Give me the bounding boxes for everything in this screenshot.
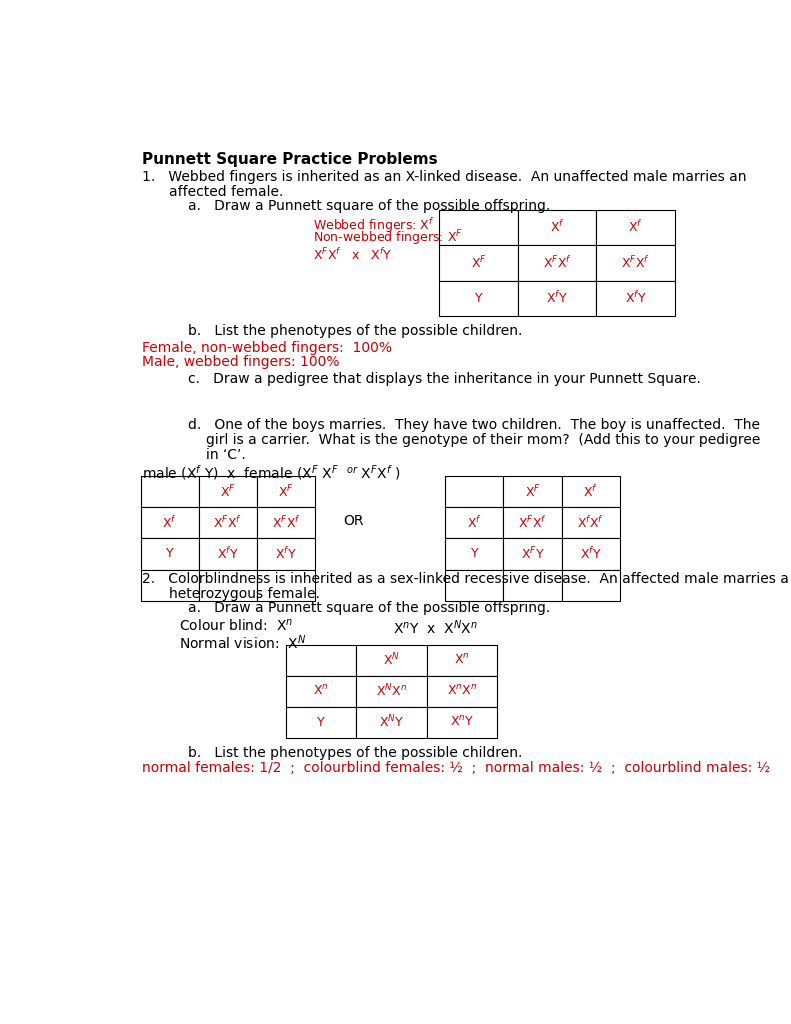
Text: X$^n$Y: X$^n$Y <box>450 716 475 729</box>
Text: X$^n$X$^n$: X$^n$X$^n$ <box>447 684 477 698</box>
Bar <box>503 476 562 507</box>
Text: X$^f$Y: X$^f$Y <box>275 546 297 562</box>
Bar <box>286 645 357 676</box>
Bar <box>257 507 316 539</box>
Bar <box>503 569 562 601</box>
Text: X$^N$: X$^N$ <box>383 652 400 669</box>
Bar <box>562 539 620 569</box>
Text: Y: Y <box>475 292 483 305</box>
Text: X$^f$X$^f$: X$^f$X$^f$ <box>577 515 604 530</box>
Text: X$^f$Y: X$^f$Y <box>547 291 568 306</box>
Text: X$^F$: X$^F$ <box>278 483 294 500</box>
Bar <box>257 476 316 507</box>
Text: normal females: 1/2  ;  colourblind females: ½  ;  normal males: ½  ;  colourbli: normal females: 1/2 ; colourblind female… <box>142 761 770 775</box>
Bar <box>518 245 596 281</box>
Text: X$^F$X$^f$: X$^F$X$^f$ <box>518 515 547 530</box>
Text: affected female.: affected female. <box>169 185 284 200</box>
Bar <box>562 569 620 601</box>
Bar <box>518 281 596 316</box>
Bar <box>562 507 620 539</box>
Text: X$^f$Y: X$^f$Y <box>580 546 602 562</box>
Text: Punnett Square Practice Problems: Punnett Square Practice Problems <box>142 152 437 167</box>
Bar <box>257 569 316 601</box>
Text: X$^n$: X$^n$ <box>454 653 470 668</box>
Text: d.   One of the boys marries.  They have two children.  The boy is unaffected.  : d. One of the boys marries. They have tw… <box>187 418 760 432</box>
Bar <box>503 539 562 569</box>
Text: X$^f$Y: X$^f$Y <box>625 291 647 306</box>
Bar <box>427 707 498 738</box>
Text: X$^F$: X$^F$ <box>471 255 486 271</box>
Bar <box>427 676 498 707</box>
Bar <box>286 676 357 707</box>
Text: X$^f$: X$^f$ <box>628 219 643 236</box>
Bar <box>503 507 562 539</box>
Text: X$^f$: X$^f$ <box>467 515 482 530</box>
Text: X$^f$: X$^f$ <box>162 515 177 530</box>
Bar <box>257 539 316 569</box>
Bar <box>356 645 427 676</box>
Text: X$^n$Y  x  X$^N$X$^n$: X$^n$Y x X$^N$X$^n$ <box>393 618 478 637</box>
Text: X$^n$: X$^n$ <box>313 684 329 698</box>
Text: X$^F$X$^f$: X$^F$X$^f$ <box>543 255 572 270</box>
Bar <box>141 539 199 569</box>
Bar <box>596 245 676 281</box>
Text: X$^N$Y: X$^N$Y <box>379 714 404 731</box>
Text: Y: Y <box>166 548 173 560</box>
Text: c.   Draw a pedigree that displays the inheritance in your Punnett Square.: c. Draw a pedigree that displays the inh… <box>187 372 701 386</box>
Text: X$^F$X$^f$: X$^F$X$^f$ <box>621 255 650 270</box>
Text: OR: OR <box>343 514 364 528</box>
Text: X$^f$Y: X$^f$Y <box>217 546 239 562</box>
Text: Non-webbed fingers: X$^F$: Non-webbed fingers: X$^F$ <box>313 228 464 248</box>
Text: X$^F$X$^f$: X$^F$X$^f$ <box>271 515 301 530</box>
Bar <box>141 476 199 507</box>
Text: 2.   Colorblindness is inherited as a sex-linked recessive disease.  An affected: 2. Colorblindness is inherited as a sex-… <box>142 572 789 587</box>
Bar <box>596 281 676 316</box>
Text: X$^f$: X$^f$ <box>584 483 598 500</box>
Text: 1.   Webbed fingers is inherited as an X-linked disease.  An unaffected male mar: 1. Webbed fingers is inherited as an X-l… <box>142 170 746 184</box>
Text: girl is a carrier.  What is the genotype of their mom?  (Add this to your pedigr: girl is a carrier. What is the genotype … <box>206 433 760 446</box>
Bar <box>427 645 498 676</box>
Bar <box>439 210 518 245</box>
Bar <box>356 676 427 707</box>
Text: X$^F$Y: X$^F$Y <box>520 546 544 562</box>
Bar <box>199 507 257 539</box>
Bar <box>445 539 503 569</box>
Text: X$^f$: X$^f$ <box>550 219 565 236</box>
Text: X$^F$: X$^F$ <box>524 483 540 500</box>
Text: a.   Draw a Punnett square of the possible offspring.: a. Draw a Punnett square of the possible… <box>187 601 550 615</box>
Text: heterozygous female.: heterozygous female. <box>169 588 320 601</box>
Text: Normal vision:  X$^N$: Normal vision: X$^N$ <box>179 633 306 651</box>
Bar <box>356 707 427 738</box>
Bar <box>199 476 257 507</box>
Text: Male, webbed fingers: 100%: Male, webbed fingers: 100% <box>142 355 339 370</box>
Text: male (X$^f$ Y)  x  female (X$^F$ X$^F$  $^{or}$ X$^F$X$^f$ ): male (X$^f$ Y) x female (X$^F$ X$^F$ $^{… <box>142 464 400 482</box>
Bar <box>141 569 199 601</box>
Text: X$^F$X$^f$   x   X$^f$Y: X$^F$X$^f$ x X$^f$Y <box>313 247 392 262</box>
Text: Colour blind:  X$^n$: Colour blind: X$^n$ <box>179 618 293 634</box>
Bar <box>518 210 596 245</box>
Text: a.   Draw a Punnett square of the possible offspring.: a. Draw a Punnett square of the possible… <box>187 200 550 213</box>
Bar <box>199 569 257 601</box>
Text: b.   List the phenotypes of the possible children.: b. List the phenotypes of the possible c… <box>187 324 522 338</box>
Bar <box>439 245 518 281</box>
Bar <box>439 281 518 316</box>
Text: Y: Y <box>317 716 325 729</box>
Text: in ‘C’.: in ‘C’. <box>206 447 246 462</box>
Text: Female, non-webbed fingers:  100%: Female, non-webbed fingers: 100% <box>142 341 392 354</box>
Text: Webbed fingers: X$^f$: Webbed fingers: X$^f$ <box>313 216 435 234</box>
Text: Y: Y <box>471 548 479 560</box>
Text: X$^F$X$^f$: X$^F$X$^f$ <box>214 515 242 530</box>
Bar <box>445 507 503 539</box>
Bar <box>596 210 676 245</box>
Text: b.   List the phenotypes of the possible children.: b. List the phenotypes of the possible c… <box>187 745 522 760</box>
Text: X$^N$X$^n$: X$^N$X$^n$ <box>376 683 407 699</box>
Text: X$^F$: X$^F$ <box>220 483 236 500</box>
Bar <box>445 569 503 601</box>
Bar <box>445 476 503 507</box>
Bar <box>141 507 199 539</box>
Bar <box>199 539 257 569</box>
Bar <box>562 476 620 507</box>
Bar <box>286 707 357 738</box>
